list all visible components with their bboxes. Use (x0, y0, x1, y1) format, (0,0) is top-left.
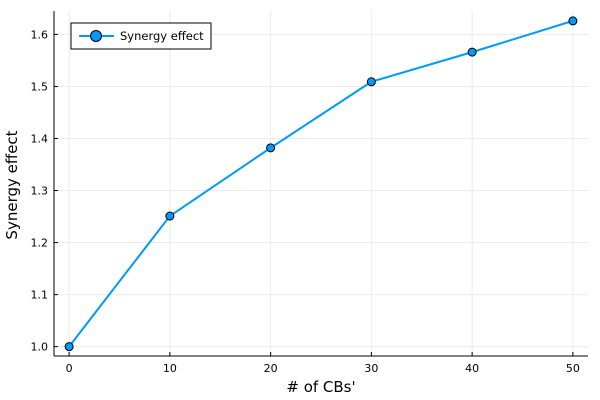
legend-label: Synergy effect (120, 29, 204, 43)
y-tick-label: 1.5 (31, 80, 49, 93)
legend: Synergy effect (70, 22, 212, 50)
data-point (366, 77, 376, 87)
data-point (467, 47, 477, 57)
x-tick-label: 0 (66, 362, 73, 375)
y-tick-label: 1.2 (31, 237, 49, 250)
data-point (165, 211, 175, 221)
x-tick-label: 10 (163, 362, 177, 375)
y-tick-label: 1.1 (31, 289, 49, 302)
legend-marker-swatch (90, 30, 102, 42)
data-point (568, 16, 578, 26)
axes (53, 11, 588, 357)
series-layer (64, 16, 578, 352)
x-tick-label: 50 (566, 362, 580, 375)
y-tick-label: 1.3 (31, 185, 49, 198)
series-line (68, 19, 574, 348)
x-tick-label: 40 (465, 362, 479, 375)
y-tick-label: 1.4 (31, 132, 49, 145)
x-axis-title: # of CBs' (286, 378, 355, 396)
x-tick-label: 20 (264, 362, 278, 375)
x-tick-label: 30 (364, 362, 378, 375)
data-point (64, 342, 74, 352)
y-tick-label: 1.6 (31, 28, 49, 41)
grid-lines (54, 11, 588, 356)
y-tick-label: 1.0 (31, 341, 49, 354)
y-axis-title: Synergy effect (3, 130, 21, 239)
tick-labels: 0 10 20 30 40 50 1.0 1.1 1.2 1.3 1.4 1.5 1.6 (31, 28, 580, 375)
data-point (266, 143, 276, 153)
